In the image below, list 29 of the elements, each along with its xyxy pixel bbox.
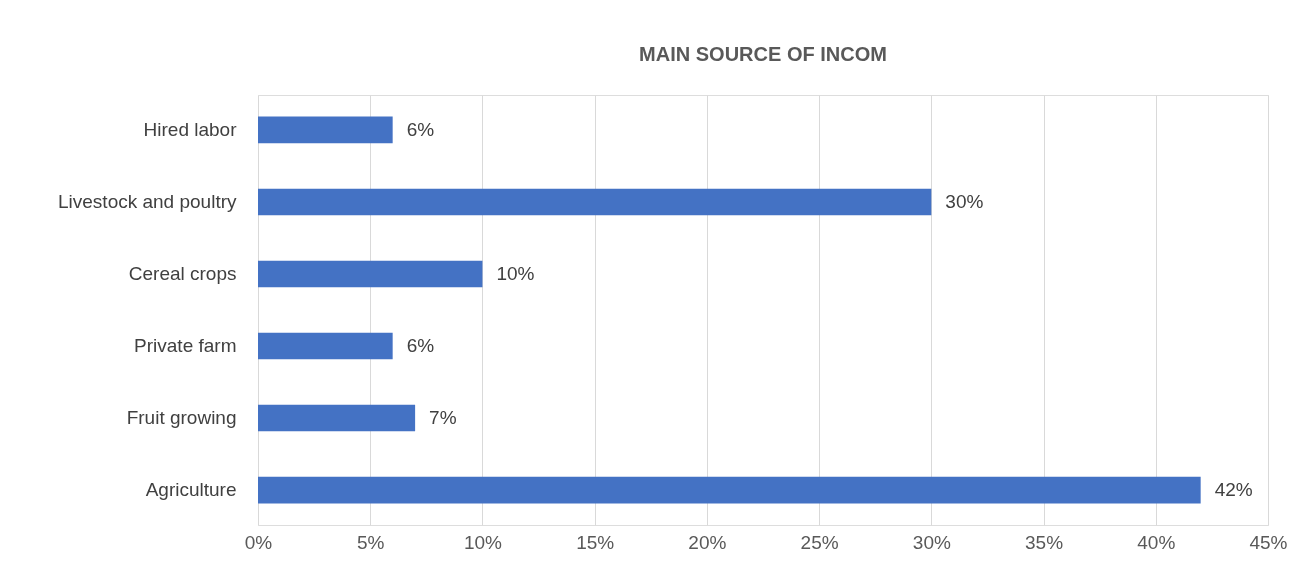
bar	[258, 476, 1201, 504]
y-tick-label: Cereal crops	[128, 262, 237, 284]
x-tick-label: 25%	[800, 531, 839, 553]
data-label: 42%	[1214, 479, 1253, 501]
x-tick-label: 30%	[912, 531, 951, 553]
x-tick-label: 10%	[463, 531, 503, 553]
data-label: 30%	[945, 190, 984, 212]
y-tick-label: Fruit growing	[126, 407, 237, 429]
y-tick-label: Agriculture	[145, 479, 237, 501]
bar	[258, 188, 932, 216]
bar	[258, 116, 393, 144]
data-label: 10%	[496, 262, 535, 284]
data-label: 7%	[429, 407, 457, 429]
y-tick-label: Livestock and poultry	[58, 190, 237, 212]
bar	[258, 332, 393, 360]
bar	[258, 260, 483, 288]
y-tick-label: Private farm	[134, 335, 237, 357]
x-tick-label: 5%	[356, 531, 385, 553]
x-tick-label: 15%	[576, 531, 615, 553]
x-tick-label: 45%	[1249, 531, 1288, 553]
x-tick-label: 0%	[244, 531, 273, 553]
x-tick-label: 40%	[1137, 531, 1176, 553]
data-label: 6%	[406, 118, 435, 140]
x-tick-label: 35%	[1025, 531, 1064, 553]
y-tick-label: Hired labor	[143, 118, 238, 140]
bar	[258, 404, 416, 432]
x-tick-label: 20%	[688, 531, 727, 553]
data-label: 6%	[406, 335, 435, 357]
chart-title: MAIN SOURCE OF INCOM	[639, 43, 887, 65]
